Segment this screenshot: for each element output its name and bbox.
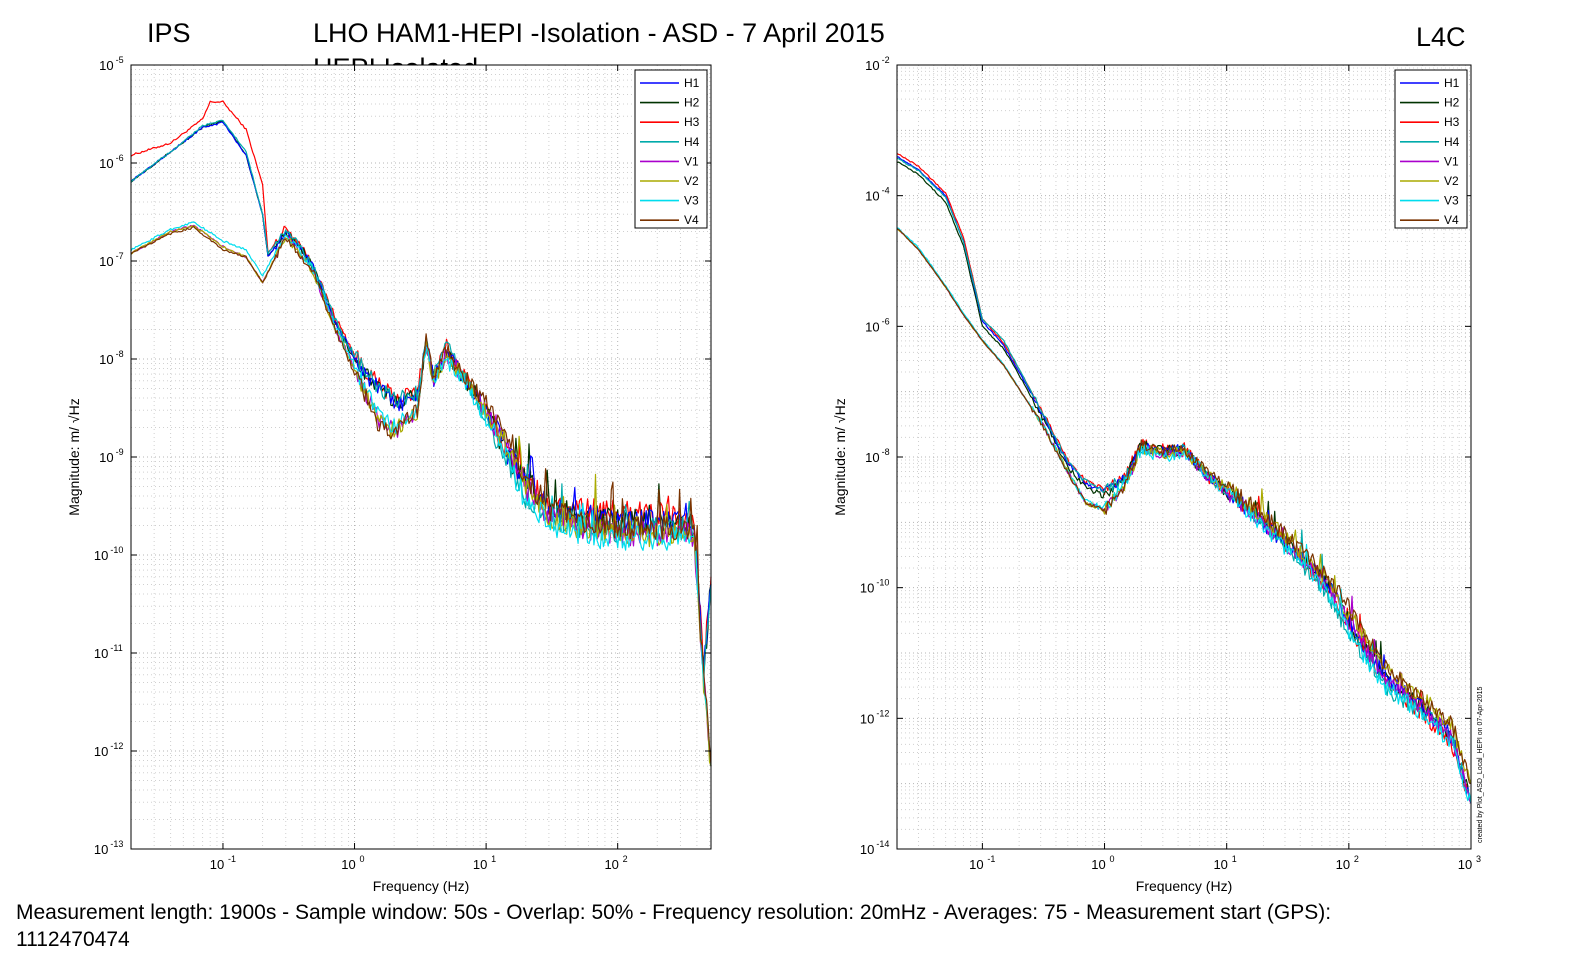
chart-title: LHO HAM1-HEPI -Isolation - ASD - 7 April… <box>313 18 885 48</box>
legend: H1 H2 H3 H4 V1 V2 V3 V4 <box>1394 69 1468 229</box>
x-tick-exponent: 0 <box>360 854 365 864</box>
x-tick-exponent: 1 <box>1232 854 1237 864</box>
x-tick-label: 10 <box>1091 857 1105 872</box>
x-tick-exponent: 3 <box>1476 854 1481 864</box>
legend-label-h3: H3 <box>1444 115 1460 129</box>
y-tick-label: 10 <box>94 744 108 759</box>
grid <box>130 64 711 850</box>
legend-label-h2: H2 <box>1444 96 1460 110</box>
x-tick-exponent: -1 <box>987 854 995 864</box>
x-tick-exponent: 2 <box>1354 854 1359 864</box>
y-tick-exponent: -6 <box>116 153 124 163</box>
legend-label-h3: H3 <box>684 115 700 129</box>
legend-label-h2: H2 <box>684 96 700 110</box>
y-axis-label: Magnitude: m/ √Hz <box>832 398 848 515</box>
legend-label-h1: H1 <box>1444 76 1460 90</box>
y-tick-label: 10 <box>99 58 113 73</box>
y-tick-label: 10 <box>99 450 113 465</box>
legend-box <box>634 69 708 229</box>
y-tick-exponent: -4 <box>882 186 890 196</box>
x-tick-label: 10 <box>341 857 355 872</box>
y-tick-label: 10 <box>865 319 879 334</box>
legend-label-h4: H4 <box>684 135 700 149</box>
legend-label-h1: H1 <box>684 76 700 90</box>
y-tick-exponent: -14 <box>876 839 889 849</box>
y-tick-exponent: -5 <box>116 55 124 65</box>
y-tick-label: 10 <box>860 842 874 857</box>
y-tick-exponent: -10 <box>876 578 889 588</box>
y-axis-label: Magnitude: m/ √Hz <box>66 398 82 515</box>
x-tick-exponent: 2 <box>623 854 628 864</box>
legend-label-v2: V2 <box>684 174 699 188</box>
measurement-info-line1: Measurement length: 1900s - Sample windo… <box>16 901 1332 924</box>
x-tick-exponent: -1 <box>228 854 236 864</box>
y-tick-exponent: -13 <box>110 839 123 849</box>
series-line-v4 <box>896 228 1472 785</box>
left-panel-tag: IPS <box>147 18 191 48</box>
creation-stamp: created by Plot_ASD_Local_HEPI on 07-Apr… <box>1477 686 1484 843</box>
legend-box <box>1394 69 1468 229</box>
y-tick-label: 10 <box>99 254 113 269</box>
legend: H1 H2 H3 H4 V1 V2 V3 V4 <box>634 69 708 229</box>
x-tick-label: 10 <box>969 857 983 872</box>
y-tick-exponent: -11 <box>110 643 122 653</box>
y-tick-label: 10 <box>94 548 108 563</box>
y-tick-label: 10 <box>865 189 879 204</box>
x-tick-label: 10 <box>210 857 224 872</box>
right-panel-tag: L4C <box>1416 22 1466 52</box>
y-tick-label: 10 <box>865 58 879 73</box>
series-line-v4 <box>130 226 712 767</box>
y-tick-exponent: -12 <box>110 741 123 751</box>
y-tick-exponent: -7 <box>116 251 124 261</box>
legend-label-h4: H4 <box>1444 135 1460 149</box>
x-tick-exponent: 1 <box>491 854 496 864</box>
x-tick-label: 10 <box>473 857 487 872</box>
legend-label-v4: V4 <box>684 213 699 227</box>
legend-label-v4: V4 <box>1444 213 1459 227</box>
x-axis-label: Frequency (Hz) <box>1136 878 1232 894</box>
y-tick-exponent: -12 <box>876 708 889 718</box>
y-tick-label: 10 <box>99 156 113 171</box>
legend-label-v3: V3 <box>684 194 699 208</box>
x-tick-label: 10 <box>1213 857 1227 872</box>
x-tick-exponent: 0 <box>1110 854 1115 864</box>
x-tick-label: 10 <box>1458 857 1472 872</box>
x-tick-label: 10 <box>1336 857 1350 872</box>
y-tick-label: 10 <box>99 352 113 367</box>
series-lines <box>130 100 712 767</box>
legend-label-v1: V1 <box>1444 154 1459 168</box>
y-tick-exponent: -8 <box>116 349 124 359</box>
y-tick-exponent: -9 <box>116 447 124 457</box>
series-lines <box>896 153 1472 804</box>
measurement-info-line2: 1112470474 <box>16 928 130 951</box>
y-tick-exponent: -2 <box>882 55 890 65</box>
y-tick-exponent: -10 <box>110 545 123 555</box>
y-tick-label: 10 <box>94 842 108 857</box>
y-tick-label: 10 <box>865 450 879 465</box>
plot-area <box>897 65 1471 849</box>
y-tick-exponent: -8 <box>882 447 890 457</box>
y-tick-exponent: -6 <box>882 316 890 326</box>
x-axis-label: Frequency (Hz) <box>373 878 469 894</box>
y-tick-label: 10 <box>860 711 874 726</box>
x-tick-label: 10 <box>604 857 618 872</box>
legend-label-v3: V3 <box>1444 194 1459 208</box>
legend-label-v1: V1 <box>684 154 699 168</box>
legend-label-v2: V2 <box>1444 174 1459 188</box>
y-tick-label: 10 <box>94 646 108 661</box>
y-tick-label: 10 <box>860 581 874 596</box>
